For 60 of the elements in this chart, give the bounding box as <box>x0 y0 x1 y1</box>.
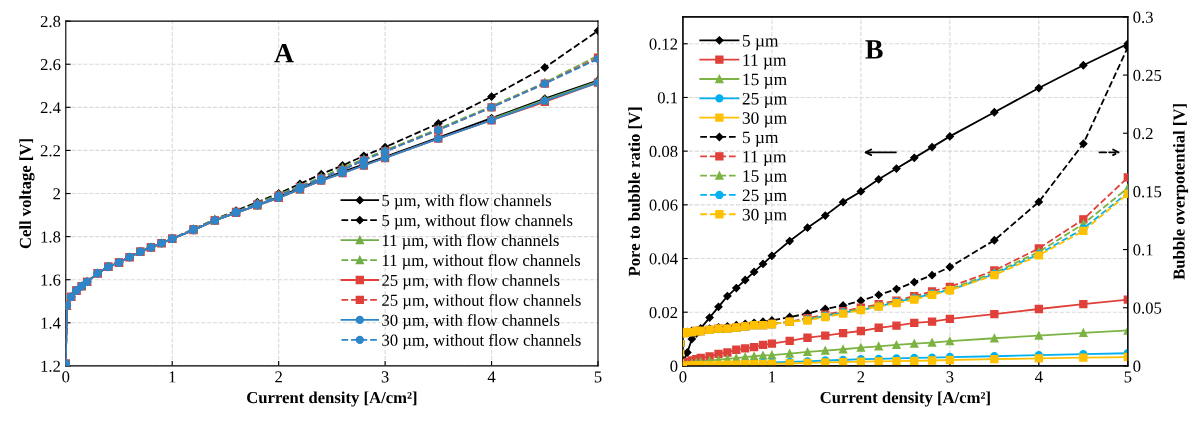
y-tick-label: 0.12 <box>649 38 678 50</box>
legend-label: 30 µm, without flow channels <box>382 333 581 350</box>
y-tick-label: 0.1 <box>657 92 678 104</box>
legend-label: 30 µm, with flow channels <box>382 313 560 330</box>
y-tick-label: 0.02 <box>649 306 678 319</box>
y2-tick-label: 0.05 <box>1133 302 1162 314</box>
legend-label: 25 µm, with flow channels <box>382 274 560 290</box>
y-tick-label: 0.08 <box>649 145 678 158</box>
legend-label: 5 µm <box>742 35 779 51</box>
y2-tick-label: 0.25 <box>1133 69 1162 82</box>
legend-label: 30 µm <box>742 112 787 128</box>
x-tick-label: 0 <box>62 371 70 383</box>
y2-tick-label: 0.1 <box>1133 244 1153 256</box>
annotation: A <box>274 43 294 63</box>
x-tick-label: 0 <box>679 371 687 383</box>
legend-label: 5 µm, with flow channels <box>382 194 552 210</box>
legend-label: 15 µm <box>743 170 787 186</box>
y2-tick-label: 0 <box>1133 360 1141 372</box>
y-axis-title: Cell voltage [V] <box>19 139 35 249</box>
x-tick-label: 3 <box>946 371 954 383</box>
legend-label: 11 µm <box>743 150 787 167</box>
y-tick-label: 2 <box>53 188 60 200</box>
y-tick-label: 2.2 <box>40 145 60 157</box>
y-tick-label: 1.6 <box>41 274 61 286</box>
x-tick-label: 3 <box>381 371 389 383</box>
x-tick-label: 4 <box>1035 371 1043 383</box>
x-tick-label: 5 <box>1124 371 1132 383</box>
y-tick-label: 0 <box>670 360 678 372</box>
x-tick-label: 2 <box>275 371 282 383</box>
x-tick-label: 1 <box>169 371 176 383</box>
legend-label: 11 µm, without flow channels <box>382 254 581 270</box>
y-tick-label: 1.2 <box>41 360 60 372</box>
legend-label: 5 µm, without flow channels <box>382 214 573 230</box>
legend-label: 5 µm <box>742 131 779 147</box>
y2-tick-label: 0.2 <box>1133 127 1153 140</box>
legend-label: 11 µm <box>743 54 787 70</box>
y2-axis-title: Bubble overpotential [V] <box>1172 104 1189 280</box>
y-tick-label: 2.4 <box>40 102 61 114</box>
legend-label: 15 µm <box>743 73 787 89</box>
annotation: B <box>865 40 883 59</box>
y-tick-label: 1.4 <box>41 317 61 329</box>
x-tick-label: 1 <box>769 371 776 383</box>
legend-label: 25 µm, without flow channels <box>382 294 581 310</box>
y2-tick-label: 0.3 <box>1133 11 1153 23</box>
y-tick-label: 0.04 <box>649 253 678 265</box>
x-tick-label: 5 <box>594 371 602 383</box>
legend-label: 11 µm, with flow channels <box>382 234 559 250</box>
x-tick-label: 4 <box>487 371 496 383</box>
x-tick-label: 2 <box>857 371 865 383</box>
legend-label: 25 µm <box>742 189 787 205</box>
legend-label: 30 µm <box>742 208 787 225</box>
y-tick-label: 2.6 <box>40 58 61 71</box>
y-tick-label: 2.8 <box>40 15 61 28</box>
y-tick-label: 0.06 <box>649 199 678 211</box>
y2-tick-label: 0.15 <box>1133 186 1162 198</box>
y-axis-title: Pore to bubble ratio [V] <box>628 107 643 277</box>
x-axis-title: Current density [A/cm²] <box>820 391 990 407</box>
x-axis-title: Current density [A/cm²] <box>247 391 417 407</box>
y-tick-label: 1.8 <box>41 231 61 243</box>
legend-label: 25 µm <box>742 92 787 109</box>
